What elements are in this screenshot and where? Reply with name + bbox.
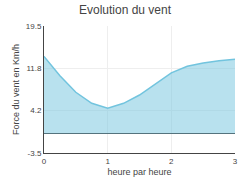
svg-text:2: 2 — [169, 157, 174, 166]
svg-text:4.2: 4.2 — [30, 106, 42, 115]
svg-text:11.8: 11.8 — [26, 64, 42, 73]
svg-text:Evolution du vent: Evolution du vent — [79, 3, 172, 17]
svg-text:Force du vent en Km/h: Force du vent en Km/h — [11, 44, 21, 135]
svg-text:0: 0 — [42, 157, 47, 166]
svg-text:3: 3 — [233, 157, 238, 166]
svg-text:19.5: 19.5 — [26, 22, 42, 31]
svg-text:heure par heure: heure par heure — [107, 167, 171, 177]
svg-text:1: 1 — [105, 157, 110, 166]
svg-text:-3.5: -3.5 — [28, 149, 42, 158]
